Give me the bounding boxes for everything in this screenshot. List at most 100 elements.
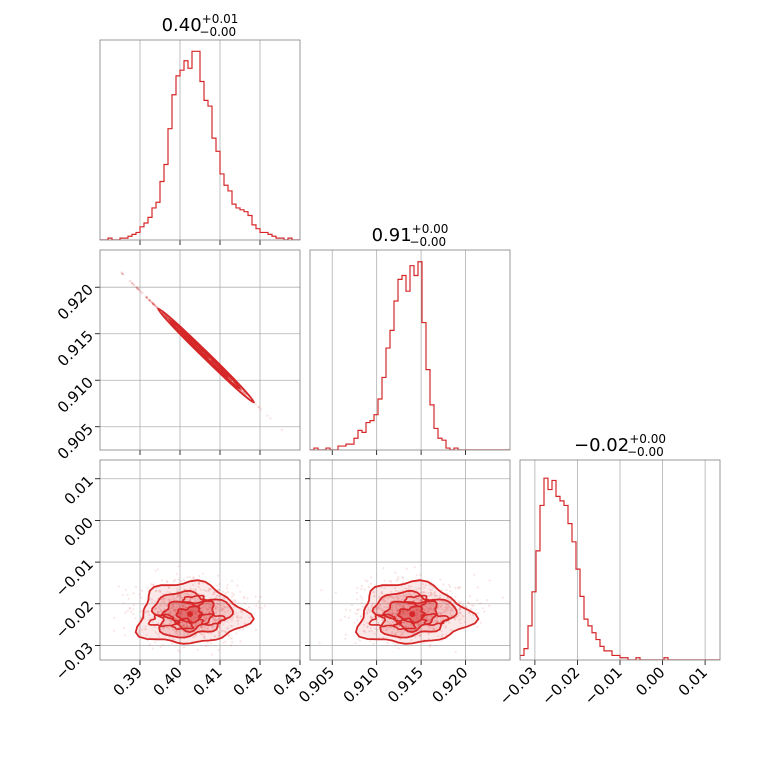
p1-vs-p3-point [175, 590, 178, 593]
p1-vs-p3-point [172, 608, 175, 611]
p1-vs-p2-point [165, 315, 168, 318]
p1-vs-p2-point [254, 403, 257, 406]
p2-vs-p3-point [469, 607, 472, 611]
p2-vs-p3-point [365, 612, 368, 615]
p1-vs-p3-point [248, 606, 251, 609]
p1-vs-p2-point [148, 298, 151, 301]
p1-vs-p3-point [221, 607, 224, 610]
p1-vs-p3-point [192, 607, 195, 610]
p2-vs-p3-point [442, 617, 445, 620]
p1-vs-p3-point [175, 572, 178, 576]
p1-vs-p3-point [213, 607, 216, 610]
p1-vs-p3-point [166, 626, 169, 629]
p2-vs-p3-point [427, 592, 430, 595]
p1-vs-p3-point [220, 609, 223, 612]
p1-vs-p3-point [175, 630, 178, 634]
p1-vs-p3-point [156, 611, 159, 614]
p1-vs-p2-point [166, 316, 169, 319]
p1-vs-p3-point [182, 624, 185, 627]
p2-vs-p3-point [399, 599, 402, 602]
p2-vs-p3-point [386, 620, 389, 623]
p2-vs-p3-point [418, 635, 421, 638]
p2-vs-p3-point [389, 626, 392, 629]
p1-vs-p3-point [211, 593, 214, 596]
p2-vs-p3-point [420, 599, 423, 602]
p1-vs-p3-point [215, 602, 219, 605]
p2-vs-p3-point [476, 625, 479, 629]
p1-vs-p3-point [226, 590, 229, 594]
p2-vs-p3-point [402, 605, 405, 609]
p1-vs-p3-point [166, 580, 169, 583]
p2-vs-p3-point [404, 625, 407, 629]
p2-vs-p3-point [403, 621, 406, 625]
p2-vs-p3-point [356, 612, 359, 615]
p1-vs-p3-point [231, 592, 234, 595]
p1-vs-p3-point [159, 603, 162, 606]
p2-vs-p3-point [318, 641, 321, 644]
p1-vs-p3-point [163, 600, 166, 603]
p2-vs-p3-point [426, 618, 429, 621]
p2-vs-p3-point [416, 612, 419, 615]
p1-vs-p3-point [246, 597, 249, 600]
p2-vs-p3-point [398, 624, 401, 628]
p1-vs-p3-point [210, 642, 213, 645]
p2-vs-p3-point [403, 630, 406, 633]
p1-vs-p3-point [207, 589, 210, 592]
p1-vs-p2-point [242, 390, 245, 393]
p1-vs-p3-point [199, 588, 202, 591]
p1-vs-p3-point [124, 588, 127, 591]
p3-hist-title-upper: +0.00 [629, 432, 666, 446]
p2-vs-p3-point [439, 616, 442, 619]
p1-hist-step-line [100, 50, 300, 240]
p2-vs-p3-point [424, 617, 427, 620]
p2-vs-p3-point [436, 620, 439, 623]
p2-vs-p3-point [442, 583, 445, 586]
p1-vs-p2-point [240, 389, 243, 392]
p1-vs-p2-point [144, 295, 147, 298]
p1-vs-p3-point [197, 581, 200, 584]
p1-vs-p3-point [182, 633, 185, 636]
p1-vs-p3-xtick-label-0: 0.39 [110, 663, 146, 699]
p1-vs-p3-point [182, 579, 186, 582]
p1-vs-p3-point [171, 629, 175, 632]
p2-vs-p3-point [370, 615, 373, 619]
p2-vs-p3-point [380, 590, 383, 594]
p1-vs-p2-point [136, 287, 139, 290]
p1-vs-p3-inner-contour-0 [147, 613, 181, 628]
p2-vs-p3-point [447, 605, 450, 608]
p2-vs-p3-point [486, 599, 489, 602]
p3-hist-title-lower: −0.00 [627, 445, 664, 459]
p2-vs-p3-point [428, 645, 431, 649]
p1-vs-p3-point [215, 606, 218, 609]
p2-vs-p3-point [428, 601, 431, 604]
p2-vs-p3-point [435, 616, 438, 619]
p1-vs-p3-point [213, 635, 216, 638]
p2-vs-p3-point [366, 626, 369, 629]
p1-vs-p2-point [164, 315, 168, 318]
p1-vs-p3-point [243, 595, 246, 599]
p1-vs-p2-point [135, 286, 138, 289]
p1-vs-p3-point [186, 632, 189, 635]
p2-vs-p3-point [438, 594, 442, 597]
p1-vs-p3-point [174, 611, 177, 614]
p1-vs-p3-point [129, 610, 132, 613]
p2-vs-p3-point [362, 629, 366, 632]
p2-vs-p3-point [402, 611, 405, 614]
p2-vs-p3-point [443, 606, 446, 609]
p1-vs-p3-point [212, 619, 215, 622]
p1-vs-p3-point [209, 606, 212, 609]
p1-vs-p3-point [208, 605, 211, 608]
p1-vs-p3-point [182, 604, 185, 607]
p2-vs-p3-point [416, 600, 420, 603]
p2-vs-p3-point [440, 589, 443, 592]
p1-vs-p3-point [204, 618, 207, 622]
p1-vs-p3-point [236, 614, 239, 617]
p1-vs-p3-point [154, 641, 157, 644]
p2-vs-p3-point [429, 608, 432, 611]
p1-hist-title: 0.40+0.01 −0.00 [162, 12, 239, 39]
p2-vs-p3-point [402, 610, 405, 613]
p1-vs-p3-point [201, 626, 204, 629]
p1-vs-p2-point [166, 316, 169, 319]
p2-vs-p3-point [472, 613, 475, 617]
p1-vs-p3-point [146, 586, 149, 590]
